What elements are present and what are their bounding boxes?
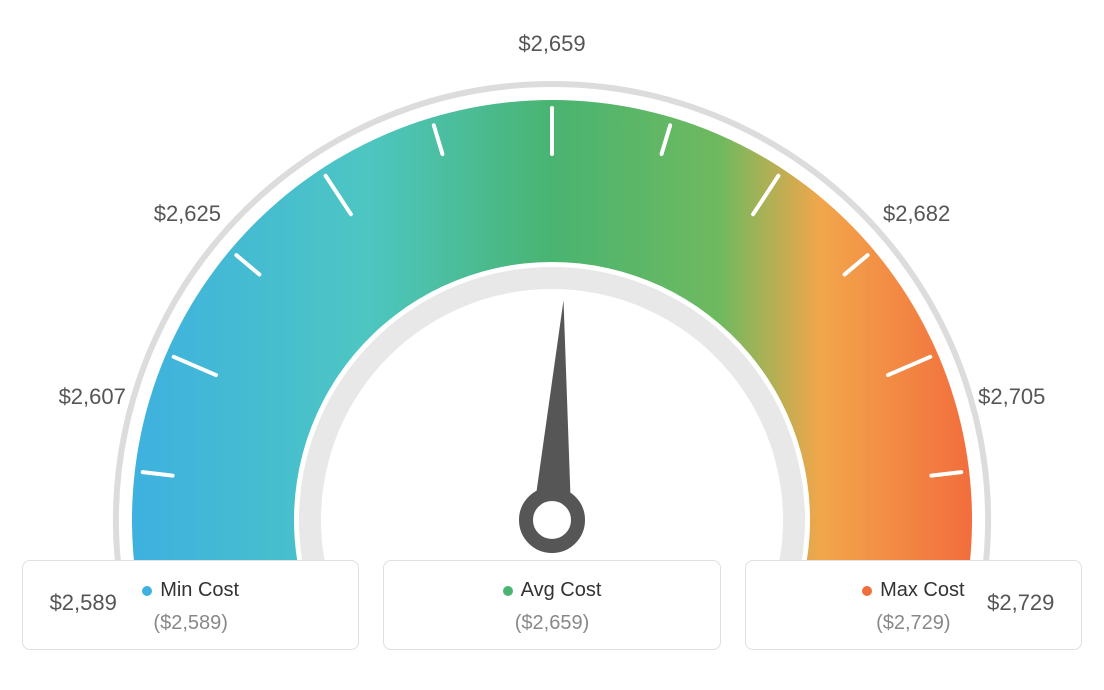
gauge-tick-label: $2,705 bbox=[978, 384, 1045, 410]
cost-gauge: $2,589$2,607$2,625$2,659$2,682$2,705$2,7… bbox=[22, 20, 1082, 560]
gauge-tick-label: $2,659 bbox=[518, 31, 585, 57]
max-cost-title: Max Cost bbox=[862, 579, 964, 602]
summary-cards: Min Cost ($2,589) Avg Cost ($2,659) Max … bbox=[22, 560, 1082, 650]
avg-cost-value: ($2,659) bbox=[394, 612, 709, 635]
min-cost-label: Min Cost bbox=[160, 579, 239, 602]
avg-cost-title: Avg Cost bbox=[503, 579, 602, 602]
avg-dot-icon bbox=[503, 586, 513, 596]
gauge-tick-label: $2,729 bbox=[987, 590, 1054, 616]
min-cost-title: Min Cost bbox=[142, 579, 239, 602]
min-dot-icon bbox=[142, 586, 152, 596]
max-cost-label: Max Cost bbox=[880, 579, 964, 602]
avg-cost-label: Avg Cost bbox=[521, 579, 602, 602]
gauge-tick-label: $2,589 bbox=[50, 590, 117, 616]
gauge-svg bbox=[22, 20, 1082, 560]
gauge-tick-label: $2,607 bbox=[59, 384, 126, 410]
gauge-tick-label: $2,625 bbox=[154, 201, 221, 227]
avg-cost-card: Avg Cost ($2,659) bbox=[383, 560, 720, 650]
max-dot-icon bbox=[862, 586, 872, 596]
gauge-tick-label: $2,682 bbox=[883, 201, 950, 227]
